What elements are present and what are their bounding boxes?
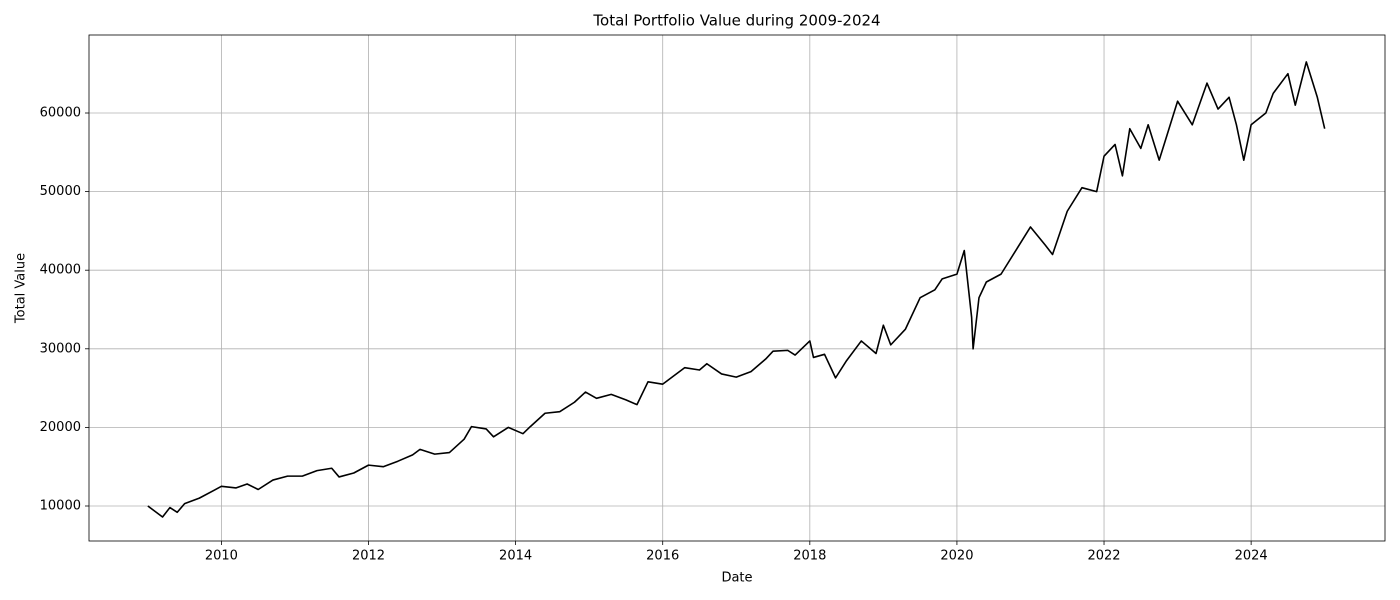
- y-tick-label: 10000: [40, 498, 81, 513]
- x-axis-label: Date: [721, 571, 752, 586]
- y-tick-label: 30000: [40, 341, 81, 356]
- x-tick-label: 2014: [499, 549, 532, 564]
- y-axis-label: Total Value: [14, 253, 29, 324]
- line-series: [147, 61, 1326, 518]
- x-tick-label: 2016: [646, 549, 679, 564]
- x-tick-label: 2022: [1087, 549, 1120, 564]
- x-tick-label: 2024: [1235, 549, 1268, 564]
- x-tick-label: 2010: [205, 549, 238, 564]
- x-tick-label: 2012: [352, 549, 385, 564]
- plot-frame: [88, 34, 1386, 542]
- chart-title: Total Portfolio Value during 2009-2024: [592, 12, 880, 30]
- y-tick-label: 60000: [40, 106, 81, 121]
- y-tick-label: 50000: [40, 184, 81, 199]
- x-tick-label: 2020: [940, 549, 973, 564]
- y-tick-label: 40000: [40, 263, 81, 278]
- y-tick-label: 20000: [40, 420, 81, 435]
- x-tick-label: 2018: [793, 549, 826, 564]
